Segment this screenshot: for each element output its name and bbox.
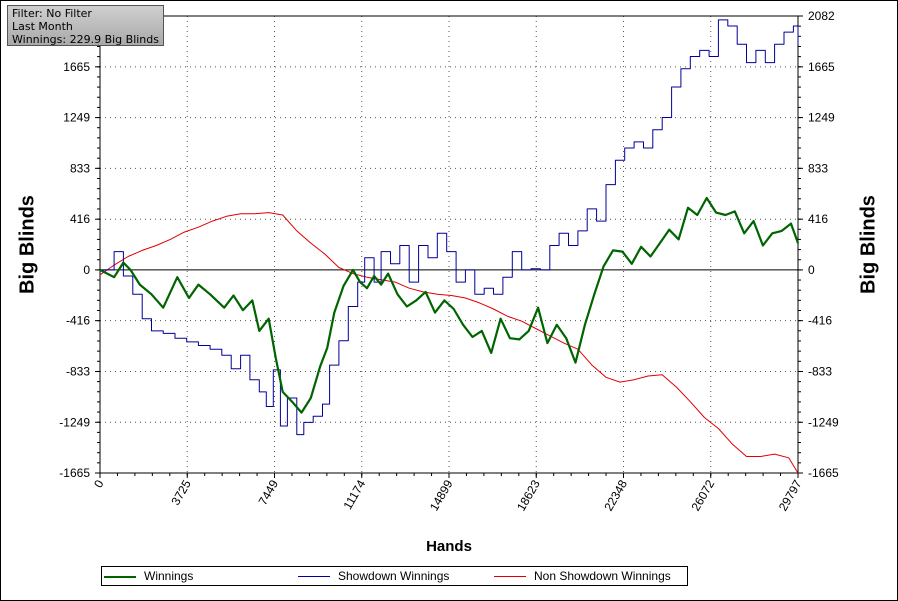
legend-swatch-winnings (104, 575, 136, 578)
winnings-text: Winnings: 229.9 Big Blinds (12, 33, 159, 46)
x-tick-label: 14899 (427, 477, 456, 513)
y-tick-labels-right: 2082 1665 1249 833 416 0 -416 -833 -1249 -1665 (808, 9, 839, 480)
y-tick-label-right: -833 (808, 365, 832, 379)
y-tick-label-right: 1665 (808, 60, 835, 74)
legend-item-non-showdown: Non Showdown Winnings (494, 567, 671, 585)
x-tick-labels: 0 3725 7449 11174 14899 18623 22348 26072 29797 (91, 477, 805, 513)
filter-text: Filter: No Filter (12, 7, 92, 20)
legend-swatch-showdown (298, 576, 330, 578)
x-tick-label: 7449 (256, 477, 282, 507)
y-tick-label-left: -1665 (59, 466, 90, 480)
non-showdown-winnings-line (99, 212, 799, 474)
y-tick-label-left: 1249 (63, 111, 90, 125)
plot-border (99, 15, 799, 474)
x-tick-label: 0 (91, 477, 107, 490)
x-tick-label: 26072 (689, 477, 718, 513)
y-tick-label-right: 416 (808, 212, 828, 226)
y-tick-label-left: -833 (66, 365, 90, 379)
legend: Winnings Showdown Winnings Non Showdown … (101, 566, 688, 586)
legend-swatch-non-showdown (494, 576, 526, 578)
x-axis-label: Hands (426, 538, 472, 555)
y-tick-label-left: 833 (70, 161, 90, 175)
y-axis-label-right: Big Blinds (857, 195, 880, 294)
y-tick-label-right: -416 (808, 314, 832, 328)
x-tick-label: 3725 (168, 477, 194, 507)
x-tick-label: 22348 (601, 477, 630, 513)
y-tick-label-right: 0 (808, 263, 815, 277)
y-tick-label-left: -1249 (59, 415, 90, 429)
x-tick-label: 18623 (514, 477, 543, 513)
showdown-winnings-line (100, 19, 799, 436)
y-axis-label-left: Big Blinds (16, 195, 39, 294)
legend-item-showdown: Showdown Winnings (298, 567, 449, 585)
filter-info-box: Filter: No Filter Last Month Winnings: 2… (7, 5, 164, 46)
winnings-line (99, 196, 800, 414)
y-tick-label-left: 416 (70, 212, 90, 226)
y-tick-label-right: -1249 (808, 415, 839, 429)
legend-label-non-showdown: Non Showdown Winnings (534, 569, 671, 583)
legend-label-showdown: Showdown Winnings (338, 569, 450, 583)
y-tick-label-left: 0 (83, 263, 90, 277)
legend-label-winnings: Winnings (144, 569, 194, 583)
y-tick-label-right: 1249 (808, 111, 835, 125)
x-tick-label: 29797 (776, 477, 805, 513)
y-tick-label-right: 833 (808, 161, 828, 175)
period-text: Last Month (12, 20, 73, 33)
y-tick-label-left: 1665 (63, 60, 90, 74)
y-tick-label-left: -416 (66, 314, 90, 328)
y-tick-label-right: -1665 (808, 466, 839, 480)
y-tick-label-right: 2082 (808, 9, 835, 23)
x-tick-label: 11174 (340, 477, 368, 512)
series-lines (99, 19, 800, 474)
legend-item-winnings: Winnings (104, 567, 193, 585)
